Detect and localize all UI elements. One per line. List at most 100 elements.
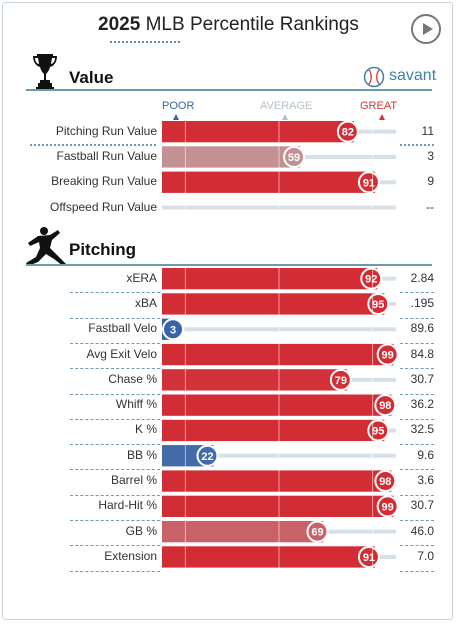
metric-value-fastball-run-value: 3 <box>427 148 434 163</box>
metric-value-k: 32.5 <box>410 422 434 437</box>
metric-label-whiff: Whiff % <box>115 397 157 412</box>
bubble-bb <box>196 444 219 467</box>
savant-label: savant <box>389 67 437 84</box>
metric-value-chase: 30.7 <box>410 371 434 386</box>
poor-marker-icon <box>173 114 179 120</box>
play-button[interactable] <box>411 14 441 44</box>
row-separator <box>70 444 160 446</box>
metric-label-bb: BB % <box>126 447 157 462</box>
bubble-chase <box>329 368 352 391</box>
bubble-breaking-run-value <box>357 171 380 194</box>
row-separator <box>400 545 434 547</box>
percentile-label-bb: 22 <box>201 451 213 463</box>
metric-label-xera: xERA <box>126 270 157 285</box>
metric-value-barrel: 3.6 <box>417 473 434 488</box>
row-separator <box>70 469 160 471</box>
bar-k <box>162 419 385 442</box>
card-frame <box>2 2 453 620</box>
row-separator <box>70 368 160 370</box>
metric-label-chase: Chase % <box>108 371 157 386</box>
bar-gb <box>162 521 324 543</box>
scale-average-label: AVERAGE <box>260 100 313 112</box>
section-title-pitching: Pitching <box>69 240 137 259</box>
title-year[interactable]: 2025 <box>98 14 141 35</box>
title-text: MLB Percentile Rankings <box>145 14 359 35</box>
percentile-label-fastball-velo: 3 <box>170 324 176 336</box>
row-separator <box>400 368 434 370</box>
bubble-gb <box>306 520 329 543</box>
row-separator <box>70 292 160 294</box>
metric-label-offspeed-run-value: Offspeed Run Value <box>50 199 157 214</box>
bubble-avg-exit-velo <box>376 343 399 366</box>
metric-value-bb: 9.6 <box>417 447 434 462</box>
baseball-icon <box>363 66 385 88</box>
year-selector-underline <box>110 41 180 43</box>
metric-label-barrel: Barrel % <box>110 473 157 488</box>
percentile-label-pitching-run-value: 82 <box>342 127 354 139</box>
bubble-pitching-run-value <box>336 120 359 143</box>
metric-label-avg-exit-velo: Avg Exit Velo <box>86 346 158 361</box>
row-separator <box>400 292 434 294</box>
row-separator <box>70 520 160 521</box>
play-icon <box>423 23 433 35</box>
scale-poor-label: POOR <box>162 100 195 112</box>
bar-barrel <box>162 470 392 492</box>
row-separator <box>400 317 434 319</box>
bar-fastball-run-value <box>162 146 301 168</box>
bar-breaking-run-value <box>162 171 375 193</box>
percentile-label-avg-exit-velo: 99 <box>382 350 394 362</box>
average-marker-icon <box>282 114 288 120</box>
row-separator <box>400 418 434 420</box>
metric-label-gb: GB % <box>125 523 157 538</box>
metric-label-fastball-run-value: Fastball Run Value <box>56 148 158 163</box>
percentile-label-barrel: 98 <box>379 476 391 488</box>
bubble-barrel <box>374 470 397 493</box>
metric-value-extension: 7.0 <box>417 548 434 563</box>
percentile-label-fastball-run-value: 59 <box>288 152 300 164</box>
percentile-label-whiff: 98 <box>379 400 391 412</box>
section-title-value: Value <box>69 68 114 87</box>
percentile-label-hard-hit: 99 <box>382 501 394 513</box>
metric-label-pitching-run-value: Pitching Run Value <box>55 123 157 138</box>
percentile-label-gb: 69 <box>311 527 323 539</box>
bubble-hard-hit <box>376 495 399 518</box>
section-divider-pitching <box>26 264 432 266</box>
metric-value-xera: 2.84 <box>410 270 434 285</box>
metric-label-fastball-velo: Fastball Velo <box>88 321 157 336</box>
metric-value-xba: .195 <box>410 295 434 310</box>
metric-value-gb: 46.0 <box>410 523 434 538</box>
bar-whiff <box>162 394 392 416</box>
row-separator <box>400 444 434 446</box>
metric-value-whiff: 36.2 <box>410 397 434 412</box>
row-separator <box>70 494 160 496</box>
percentile-label-chase: 79 <box>335 375 347 387</box>
page-title: 2025 MLB Percentile Rankings <box>0 14 457 36</box>
bar-xba <box>162 293 385 315</box>
metric-label-hard-hit: Hard-Hit % <box>98 498 157 513</box>
bubble-xba <box>367 292 390 315</box>
bubble-extension <box>357 545 380 568</box>
row-separator <box>400 520 434 521</box>
bubble-k <box>367 419 390 442</box>
trophy-icon <box>33 54 57 90</box>
metric-value-fastball-velo: 89.6 <box>410 321 434 336</box>
percentile-label-xba: 95 <box>372 299 384 311</box>
row-separator <box>70 545 160 547</box>
bar-extension <box>162 546 375 568</box>
bar-avg-exit-velo <box>162 343 394 366</box>
percentile-label-extension: 91 <box>363 552 375 564</box>
percentile-label-k: 95 <box>372 425 384 437</box>
row-separator <box>400 393 434 395</box>
bar-pitching-run-value <box>162 121 354 143</box>
bar-hard-hit <box>162 495 394 517</box>
bar-chase <box>162 369 347 391</box>
metric-value-pitching-run-value: 11 <box>421 123 434 138</box>
row-separator <box>400 494 434 496</box>
pitcher-icon <box>26 227 66 266</box>
scale-great-label: GREAT <box>360 100 398 112</box>
row-separator <box>70 393 160 395</box>
metric-label-breaking-run-value: Breaking Run Value <box>51 174 157 189</box>
bubble-fastball-run-value <box>283 145 306 168</box>
bubble-xera <box>360 267 383 290</box>
